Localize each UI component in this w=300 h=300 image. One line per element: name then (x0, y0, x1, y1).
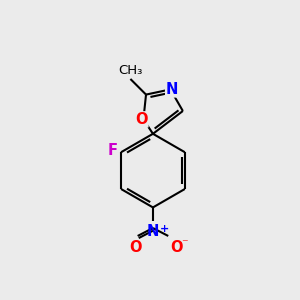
Text: CH₃: CH₃ (118, 64, 142, 76)
Text: N: N (147, 224, 159, 239)
Text: O: O (171, 239, 183, 254)
Text: ·⁻: ·⁻ (178, 238, 189, 250)
Text: N: N (166, 82, 178, 97)
Text: O: O (129, 239, 142, 254)
Text: +: + (159, 224, 169, 234)
Text: F: F (107, 143, 118, 158)
Text: O: O (135, 112, 148, 127)
